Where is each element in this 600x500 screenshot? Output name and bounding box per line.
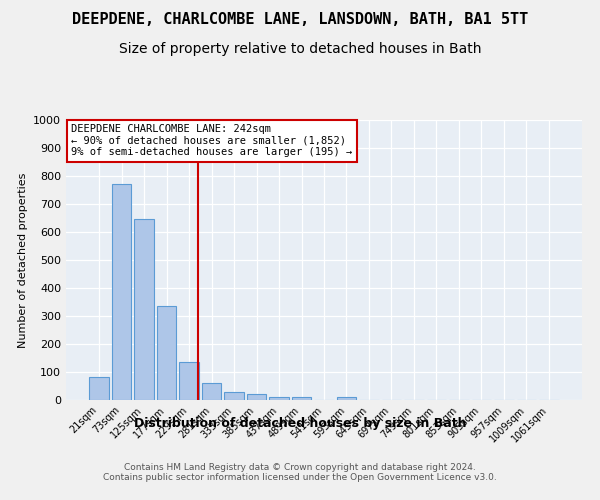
Text: DEEPDENE, CHARLCOMBE LANE, LANSDOWN, BATH, BA1 5TT: DEEPDENE, CHARLCOMBE LANE, LANSDOWN, BAT… (72, 12, 528, 28)
Bar (269, 397, 289, 400)
Text: DEEPDENE CHARLCOMBE LANE: 242sqm
← 90% of detached houses are smaller (1,852)
9%: DEEPDENE CHARLCOMBE LANE: 242sqm ← 90% o… (71, 124, 352, 158)
Bar (292, 397, 311, 400)
Y-axis label: Number of detached properties: Number of detached properties (17, 172, 28, 348)
Bar (157, 306, 176, 400)
Text: Distribution of detached houses by size in Bath: Distribution of detached houses by size … (134, 418, 466, 430)
Bar (89, 377, 109, 400)
Bar (134, 220, 154, 400)
Bar (112, 184, 131, 400)
Bar (224, 392, 244, 400)
Text: Contains HM Land Registry data © Crown copyright and database right 2024.
Contai: Contains HM Land Registry data © Crown c… (103, 463, 497, 482)
Text: Size of property relative to detached houses in Bath: Size of property relative to detached ho… (119, 42, 481, 56)
Bar (337, 397, 356, 400)
Bar (179, 362, 199, 400)
Bar (202, 383, 221, 400)
Bar (247, 394, 266, 400)
